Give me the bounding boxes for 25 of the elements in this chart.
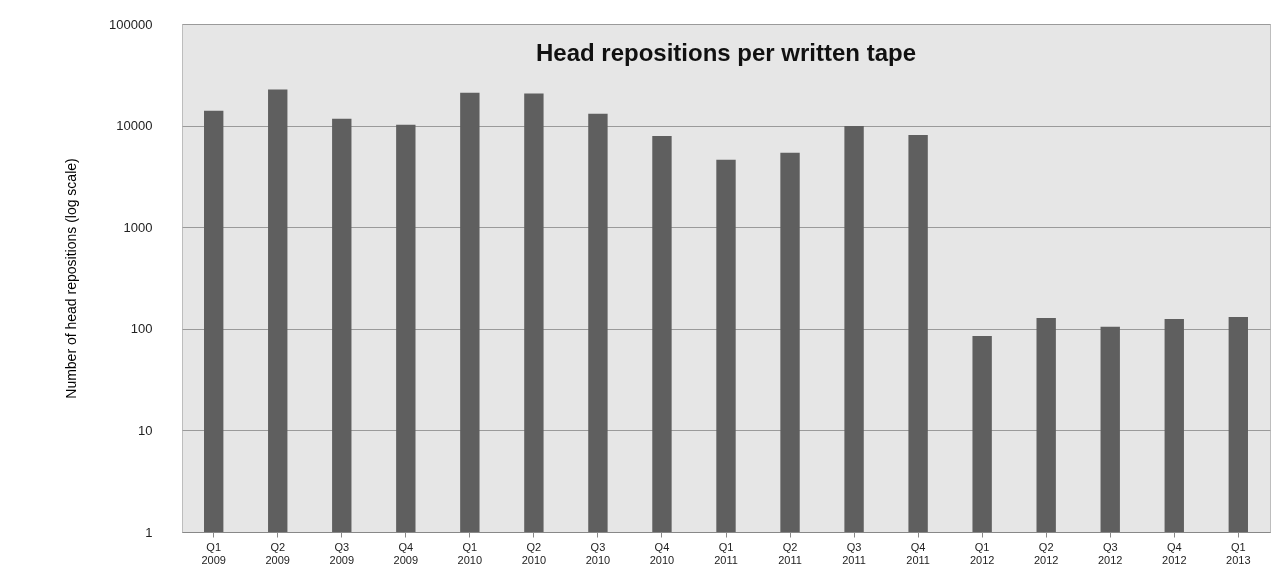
x-tick-label: Q2 2011 [778, 540, 802, 566]
y-axis-title: Number of head repositions (log scale) [63, 158, 80, 399]
x-tick-label: Q1 2012 [969, 540, 995, 566]
y-tick-label: 1000 [123, 219, 153, 235]
x-tick-label: Q4 2010 [649, 540, 675, 566]
x-tick-label: Q4 2011 [906, 540, 930, 566]
y-tick-label: 10 [138, 422, 153, 438]
x-tick-label: Q1 2013 [1226, 540, 1251, 566]
x-tick-label: Q3 2012 [1097, 540, 1123, 566]
x-tick-label: Q3 2011 [842, 540, 866, 566]
text: Head repositions per written tape [535, 39, 917, 66]
x-tick-label: Q1 2009 [201, 540, 226, 566]
x-tick-label: Q1 2010 [457, 540, 483, 566]
x-tick-label: Q3 2009 [329, 540, 355, 566]
y-tick-label: 10000 [116, 118, 153, 134]
x-tick-label: Q1 2011 [714, 540, 738, 566]
y-tick-label: 100000 [109, 16, 153, 32]
y-tick-label: 100 [130, 321, 153, 337]
x-tick-label: Q4 2012 [1162, 540, 1187, 566]
x-tick-label: Q3 2010 [585, 540, 611, 566]
x-tick-label: Q2 2009 [265, 540, 290, 566]
x-tick-label: Q2 2012 [1033, 540, 1059, 566]
x-tick-label: Q2 2010 [521, 540, 547, 566]
x-tick-label: Q4 2009 [393, 540, 419, 566]
y-tick-label: 1 [145, 524, 153, 540]
